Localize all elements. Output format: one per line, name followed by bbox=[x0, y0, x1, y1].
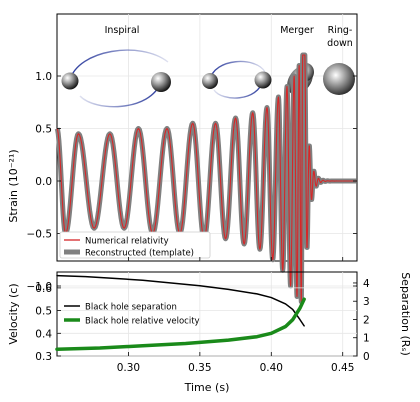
strain-panel: Inspiral Merger Ring- down bbox=[7, 13, 360, 305]
black-hole-left bbox=[61, 72, 79, 90]
time-x-tick-label-1: 0.35 bbox=[188, 362, 211, 374]
velocity-series bbox=[55, 274, 306, 351]
orbit-path-upper bbox=[69, 49, 169, 81]
black-hole-right-2 bbox=[254, 71, 272, 89]
time-x-axis-label: Time (s) bbox=[184, 381, 230, 394]
strain-y-tick-label-0: −1.0 bbox=[27, 281, 53, 293]
inspiral-orbit-narrow bbox=[202, 60, 272, 99]
strain-y-axis-label: Strain (10⁻²¹) bbox=[7, 149, 20, 222]
separation-y-tick-label-2: 2 bbox=[363, 314, 370, 326]
ringdown-black-hole bbox=[323, 63, 355, 95]
time-x-tick-label-0: 0.30 bbox=[117, 362, 140, 374]
legend-label-reconstructed: Reconstructed (template) bbox=[85, 249, 194, 259]
velocity-y-tick-label-2: 0.5 bbox=[35, 306, 52, 318]
separation-y-tick-label-1: 1 bbox=[363, 333, 370, 345]
velocity-y-tick-label-0: 0.3 bbox=[35, 351, 52, 363]
time-x-ticks: 0.30 0.35 0.40 0.45 bbox=[117, 257, 354, 374]
stage-label-ringdown-1: Ring- bbox=[328, 25, 353, 36]
velocity-y-axis-label: Velocity (c) bbox=[7, 283, 20, 344]
relative-velocity-line bbox=[55, 297, 306, 351]
separation-y-axis-label: Separation (Rₛ) bbox=[399, 272, 412, 356]
time-x-tick-label-2: 0.40 bbox=[260, 362, 283, 374]
strain-y-tick-label-3: 0.5 bbox=[35, 124, 52, 136]
inspiral-orbit-wide bbox=[61, 49, 171, 108]
strain-waveform-series bbox=[54, 52, 360, 305]
velocity-grid bbox=[57, 272, 357, 357]
velocity-left-ticks: 0.3 0.4 0.5 0.6 bbox=[35, 283, 61, 363]
black-hole-left-2 bbox=[202, 73, 218, 89]
strain-y-tick-label-1: −0.5 bbox=[27, 229, 53, 241]
legend-label-numerical-relativity: Numerical relativity bbox=[85, 237, 169, 247]
strain-legend: Numerical relativity Reconstructed (temp… bbox=[59, 231, 211, 259]
stage-illustrations: Inspiral Merger Ring- down bbox=[61, 25, 355, 108]
velocity-y-tick-label-3: 0.6 bbox=[35, 283, 52, 295]
strain-y-tick-label-4: 1.0 bbox=[35, 71, 52, 83]
legend-label-separation: Black hole separation bbox=[85, 303, 177, 313]
separation-y-tick-label-0: 0 bbox=[363, 351, 370, 363]
velocity-y-tick-label-1: 0.4 bbox=[35, 328, 52, 340]
strain-y-tick-label-2: 0.0 bbox=[35, 176, 52, 188]
separation-y-tick-label-3: 3 bbox=[363, 296, 370, 308]
velocity-separation-panel: 0.3 0.4 0.5 0.6 0 1 2 3 4 0.30 0.35 0.40 0.45 Velo… bbox=[7, 257, 412, 394]
stage-label-merger: Merger bbox=[280, 25, 314, 36]
strain-y-ticks: −1.0 −0.5 0.0 0.5 1.0 bbox=[27, 71, 357, 293]
stage-label-ringdown-2: down bbox=[327, 38, 353, 49]
time-x-tick-label-3: 0.45 bbox=[331, 362, 354, 374]
legend-label-velocity: Black hole relative velocity bbox=[85, 317, 200, 327]
orbit-path-lower bbox=[79, 81, 162, 108]
stage-label-inspiral: Inspiral bbox=[105, 25, 140, 36]
black-hole-right bbox=[151, 72, 171, 92]
strain-legend-box bbox=[59, 231, 211, 259]
separation-right-ticks: 0 1 2 3 4 bbox=[353, 278, 370, 363]
separation-y-tick-label-4: 4 bbox=[363, 278, 370, 290]
velocity-legend: Black hole separation Black hole relativ… bbox=[64, 303, 200, 327]
separation-line bbox=[56, 274, 305, 327]
